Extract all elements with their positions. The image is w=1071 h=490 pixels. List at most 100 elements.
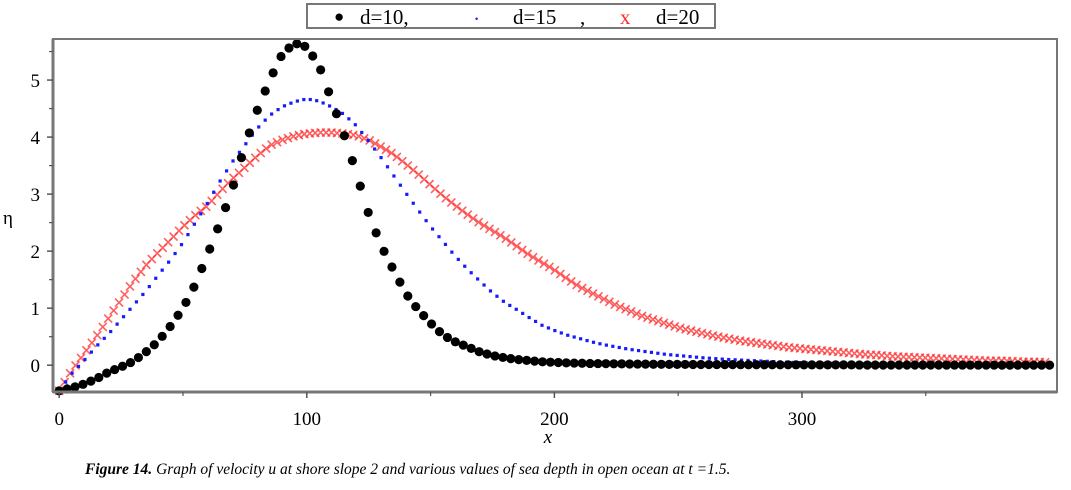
data-point-d20 — [446, 197, 456, 207]
data-point-d15 — [115, 322, 119, 326]
data-point-d10 — [997, 360, 1007, 370]
data-point-d10 — [815, 360, 825, 370]
data-point-d20 — [392, 152, 402, 162]
data-point-d15 — [482, 283, 486, 287]
data-point-d10 — [197, 263, 207, 274]
data-point-d20 — [533, 255, 544, 266]
data-point-d15 — [405, 192, 409, 196]
data-point-d10 — [870, 360, 880, 370]
data-point-d20 — [604, 297, 614, 307]
data-point-d10 — [514, 355, 524, 365]
data-point-d15 — [385, 165, 390, 169]
data-point-d15 — [572, 335, 576, 339]
data-point-d15 — [315, 99, 319, 103]
data-point-d20 — [272, 137, 282, 147]
data-point-d10 — [331, 109, 342, 119]
data-point-d20 — [561, 273, 571, 283]
data-point-d15 — [527, 315, 531, 320]
data-point-d10 — [672, 359, 682, 369]
data-point-d20 — [517, 245, 527, 255]
data-point-d15 — [64, 380, 68, 384]
data-point-d10 — [316, 65, 326, 75]
data-point-d15 — [379, 156, 383, 160]
data-point-d10 — [934, 360, 944, 370]
data-point-d10 — [728, 360, 738, 370]
y-tick-label: 0 — [31, 356, 41, 377]
data-point-d15 — [540, 323, 544, 327]
data-point-d15 — [720, 357, 724, 361]
data-point-d10 — [220, 202, 231, 213]
data-point-d15 — [546, 326, 551, 330]
data-point-d20 — [452, 202, 462, 212]
data-point-d20 — [125, 281, 135, 292]
data-point-d10 — [474, 347, 484, 357]
data-point-d10 — [823, 360, 833, 370]
data-point-d20 — [523, 249, 533, 259]
data-point-d10 — [260, 86, 270, 96]
data-point-d15 — [521, 311, 525, 315]
data-point-d20 — [479, 221, 489, 231]
data-point-d15 — [669, 353, 673, 357]
series-d15 — [57, 97, 1046, 393]
data-point-d20 — [474, 217, 484, 227]
data-point-d10 — [743, 360, 754, 370]
data-point-d20 — [675, 323, 685, 333]
data-point-d10 — [918, 360, 928, 370]
data-point-d10 — [751, 360, 762, 370]
data-point-d15 — [682, 354, 686, 358]
data-point-d10 — [490, 351, 500, 361]
data-point-d20 — [632, 309, 642, 319]
data-point-d10 — [831, 360, 841, 370]
data-point-d15 — [70, 371, 74, 375]
data-point-d10 — [347, 156, 357, 166]
data-point-d15 — [308, 97, 312, 102]
data-point-d15 — [263, 118, 267, 122]
data-point-d10 — [735, 360, 746, 370]
data-point-d15 — [430, 227, 435, 231]
series-d20 — [54, 127, 1050, 396]
data-point-d20 — [457, 206, 467, 216]
data-point-d15 — [199, 212, 203, 216]
data-point-d10 — [973, 360, 983, 370]
data-point-d10 — [688, 359, 698, 370]
legend-marker-d20: x — [620, 5, 631, 29]
data-point-d10 — [308, 51, 318, 61]
data-point-d15 — [257, 125, 261, 129]
data-point-d10 — [989, 360, 999, 370]
data-point-d15 — [675, 353, 679, 358]
data-point-d10 — [458, 340, 468, 350]
data-point-d15 — [727, 357, 731, 362]
data-point-d15 — [327, 104, 332, 108]
data-point-d15 — [366, 138, 370, 143]
data-point-d15 — [662, 352, 666, 356]
data-point-d20 — [376, 141, 386, 152]
data-point-d15 — [167, 260, 171, 264]
data-point-d20 — [664, 320, 674, 330]
data-point-d20 — [588, 288, 598, 299]
data-point-d10 — [268, 68, 278, 78]
data-point-d10 — [292, 39, 302, 49]
legend: ● d=10, . d=15 , x d=20 — [306, 2, 716, 29]
data-point-d15 — [553, 328, 557, 333]
data-point-d15 — [102, 336, 106, 340]
data-point-d10 — [339, 131, 350, 141]
data-point-d10 — [252, 105, 262, 115]
data-point-d15 — [212, 190, 216, 194]
data-point-d20 — [348, 130, 358, 140]
data-point-d15 — [231, 159, 235, 163]
data-point-d20 — [637, 311, 647, 321]
data-point-d10 — [117, 361, 128, 371]
data-point-d20 — [70, 360, 81, 370]
plot-frame — [52, 38, 1058, 393]
data-point-d10 — [577, 358, 587, 368]
data-point-d20 — [109, 305, 119, 316]
data-point-d15 — [218, 179, 222, 183]
data-point-d20 — [98, 322, 108, 332]
data-point-d15 — [141, 292, 145, 297]
data-point-d20 — [544, 262, 554, 272]
data-point-d10 — [173, 310, 183, 320]
data-point-d15 — [624, 347, 628, 351]
data-point-d20 — [621, 304, 631, 314]
data-point-d15 — [282, 104, 287, 108]
data-point-d10 — [411, 301, 421, 312]
